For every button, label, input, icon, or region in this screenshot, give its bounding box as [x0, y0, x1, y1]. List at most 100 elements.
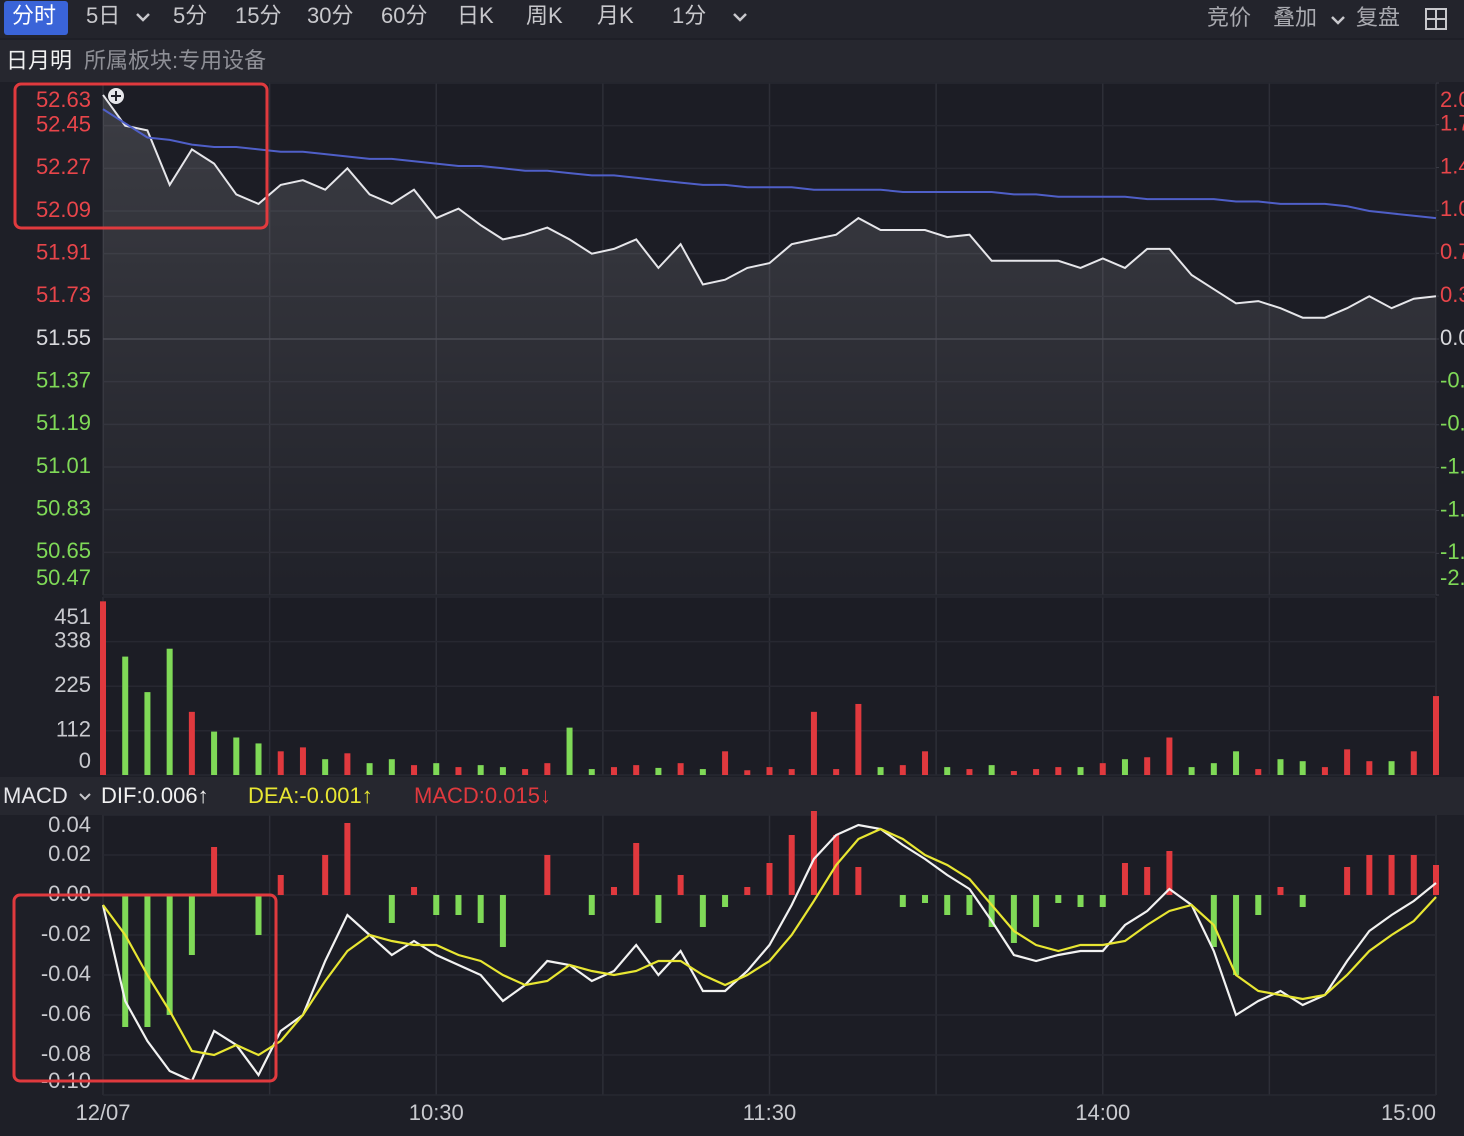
volume-bar	[455, 767, 462, 775]
y-tick-label: 51.73	[36, 282, 91, 307]
tab[interactable]: 60分	[381, 3, 427, 28]
tab[interactable]: 5分	[173, 3, 207, 28]
stock-name: 日月明	[6, 48, 72, 73]
macd-bar	[499, 895, 506, 947]
macd-bar	[744, 887, 751, 895]
macd-bar	[855, 867, 862, 895]
stock-sector: 所属板块:专用设备	[84, 48, 266, 73]
volume-bar	[1366, 761, 1373, 775]
y2-tick-label: 0.35%	[1440, 282, 1464, 307]
y2-tick-label: 1.75%	[1440, 110, 1464, 135]
macd-bar	[1144, 867, 1151, 895]
volume-bar	[788, 769, 795, 775]
volume-bar	[255, 743, 262, 775]
macd-bar	[810, 811, 817, 895]
y2-tick-label: -0.35%	[1440, 368, 1464, 393]
macd-bar	[1210, 895, 1217, 947]
macd-bar	[1388, 855, 1395, 895]
tab[interactable]: 日K	[457, 3, 494, 28]
volume-bar	[1033, 769, 1040, 775]
y-tick-label: 50.83	[36, 495, 91, 520]
y-tick-label: -0.08	[41, 1041, 91, 1066]
volume-bar	[722, 751, 729, 775]
macd-bar	[1299, 895, 1306, 907]
y2-tick-label: 1.05%	[1440, 196, 1464, 221]
volume-bar	[522, 769, 529, 775]
y-tick-label: 50.47	[36, 565, 91, 590]
volume-bar	[499, 767, 506, 775]
stock-header	[0, 40, 1464, 82]
volume-bar	[633, 765, 640, 775]
macd-bar	[322, 855, 329, 895]
tab[interactable]: 15分	[235, 3, 281, 28]
y-tick-label: 51.01	[36, 453, 91, 478]
macd-bar	[1099, 895, 1106, 907]
volume-bar	[166, 648, 173, 775]
macd-bar	[455, 895, 462, 915]
y-tick-label: 51.91	[36, 239, 91, 264]
tab[interactable]: 5日	[86, 3, 120, 28]
tab[interactable]: 1分	[672, 3, 706, 28]
y-tick-label: 0.00	[48, 881, 91, 906]
volume-bar	[855, 703, 862, 775]
macd-legend-bar	[0, 777, 1464, 815]
volume-bar	[566, 727, 573, 775]
volume-bar	[699, 769, 706, 775]
volume-bar	[899, 765, 906, 775]
y-tick-label: 51.19	[36, 410, 91, 435]
macd-bar	[655, 895, 662, 923]
volume-bar	[1010, 771, 1017, 775]
macd-bar	[211, 847, 218, 895]
volume-bar	[1277, 759, 1284, 775]
price-area	[103, 94, 1436, 596]
highlight-box	[12, 893, 278, 1083]
macd-bar	[344, 823, 351, 895]
toolbar-button[interactable]: 叠加	[1273, 5, 1317, 30]
y-tick-label: 0.04	[48, 812, 91, 837]
tab[interactable]: 分时	[12, 3, 56, 28]
toolbar-button[interactable]: 竞价	[1207, 5, 1251, 30]
volume-bar	[1344, 749, 1351, 775]
y2-tick-label: -1.40%	[1440, 496, 1464, 521]
layout-icon	[1425, 8, 1447, 30]
macd-bar	[944, 895, 951, 915]
volume-bar	[610, 767, 617, 775]
macd-bar	[1433, 865, 1439, 895]
y2-tick-label: 1.40%	[1440, 153, 1464, 178]
volume-bar	[588, 769, 595, 775]
volume-bar	[188, 711, 195, 775]
x-tick-label: 10:30	[409, 1100, 464, 1125]
macd-bar	[1033, 895, 1040, 927]
macd-bar	[122, 895, 129, 1027]
macd-bar	[477, 895, 484, 923]
macd-bar	[388, 895, 395, 923]
volume-bar	[1077, 767, 1084, 775]
tab[interactable]: 周K	[526, 3, 563, 28]
volume-bar	[677, 763, 684, 775]
y2-tick-label: 0.70%	[1440, 239, 1464, 264]
toolbar-button[interactable]: 复盘	[1356, 5, 1400, 30]
macd-bar	[277, 875, 284, 895]
indicator-label[interactable]: MACD	[3, 783, 68, 808]
macd-bar	[610, 887, 617, 895]
y-tick-label: 0.02	[48, 841, 91, 866]
macd-bar	[899, 895, 906, 907]
macd-bar	[1121, 863, 1128, 895]
volume-bar	[966, 769, 973, 775]
tab[interactable]: 30分	[307, 3, 353, 28]
volume-bar	[144, 692, 151, 775]
y-tick-label: 338	[54, 627, 91, 652]
macd-bar	[1344, 867, 1351, 895]
macd-bar	[255, 895, 262, 935]
macd-bar	[544, 855, 551, 895]
y-tick-label: 0	[79, 748, 91, 773]
indicator-legend: DEA:-0.001↑	[248, 783, 373, 808]
x-tick-label: 15:00	[1381, 1100, 1436, 1125]
crosshair-add-icon	[108, 88, 124, 104]
volume-bar	[411, 765, 418, 775]
volume-bar	[1410, 751, 1417, 775]
y-tick-label: 50.65	[36, 538, 91, 563]
tab[interactable]: 月K	[597, 3, 634, 28]
macd-bar	[1010, 895, 1017, 943]
